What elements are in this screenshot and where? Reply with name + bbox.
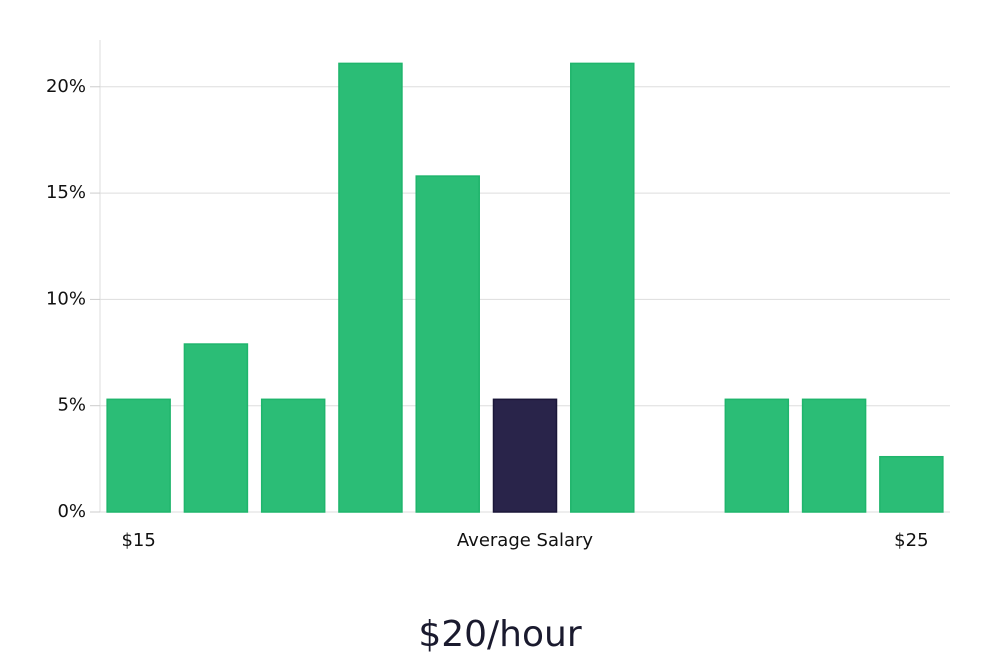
bar	[260, 398, 326, 513]
bar	[106, 398, 171, 513]
x-tick-label: $25	[894, 530, 928, 551]
salary-footer: $20/hour	[418, 614, 582, 655]
bar	[879, 455, 944, 513]
x-tick-label: $15	[121, 530, 155, 551]
x-tick-label: Average Salary	[457, 530, 594, 551]
y-tick-label: 5%	[57, 395, 86, 416]
bar	[183, 343, 249, 513]
bar	[724, 398, 790, 513]
y-tick-label: 20%	[46, 76, 86, 97]
bar	[801, 398, 867, 513]
y-tick-label: 0%	[57, 501, 86, 522]
bar	[338, 62, 403, 513]
bar	[570, 62, 635, 513]
bar	[415, 175, 480, 513]
y-tick-label: 15%	[46, 182, 86, 203]
bar	[492, 398, 558, 513]
y-tick-label: 10%	[46, 288, 86, 309]
